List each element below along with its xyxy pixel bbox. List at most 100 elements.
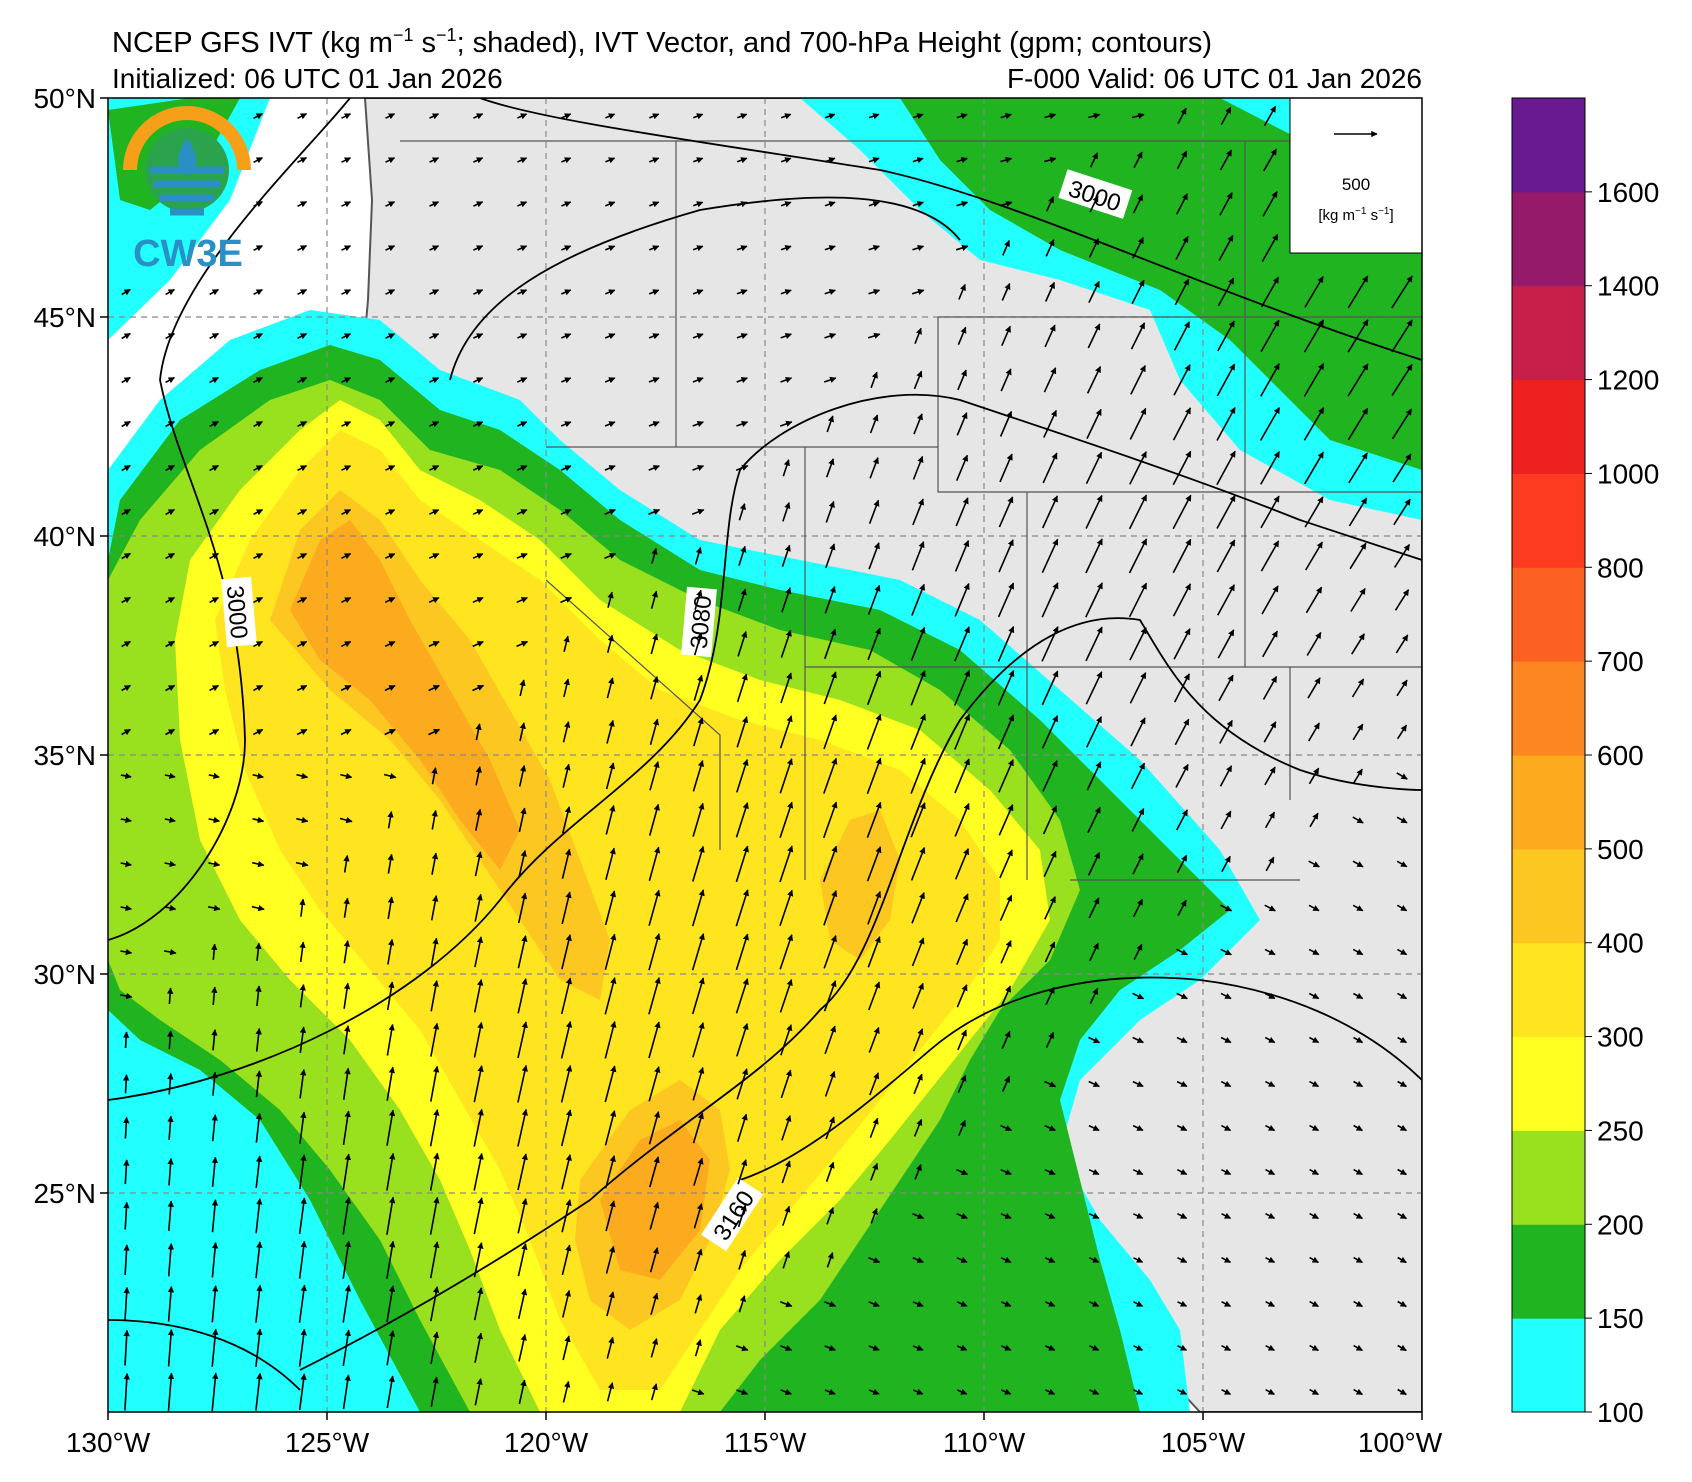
valid-time: F-000 Valid: 06 UTC 01 Jan 2026: [1007, 63, 1422, 94]
ivt-vector-arrow: [1352, 904, 1364, 912]
ivt-vector-arrow: [648, 1021, 661, 1059]
ivt-vector-arrow: [1088, 1256, 1100, 1263]
ivt-vector-arrow: [165, 640, 175, 648]
ivt-vector-arrow: [123, 1286, 130, 1321]
ivt-vector-arrow: [341, 377, 352, 384]
ivt-vector-arrow: [1265, 1256, 1276, 1264]
ivt-vector-arrow: [1263, 148, 1277, 172]
ivt-vector-arrow: [1352, 860, 1364, 868]
ivt-vector-arrow: [297, 596, 308, 604]
ivt-vector-arrow: [1177, 1256, 1188, 1264]
ivt-vector-arrow: [341, 465, 352, 472]
ivt-vector-arrow: [1086, 408, 1102, 439]
ivt-vector-arrow: [208, 772, 220, 780]
ivt-vector-arrow: [1085, 626, 1103, 662]
ivt-vector-arrow: [649, 113, 660, 120]
ivt-vector-arrow: [648, 508, 661, 515]
ivt-vector-arrow: [299, 1068, 307, 1099]
ivt-vector-arrow: [519, 679, 526, 697]
ivt-vector-arrow: [781, 1160, 791, 1184]
ivt-vector-arrow: [998, 804, 1014, 836]
ivt-vector-arrow: [253, 112, 263, 120]
ivt-vector-arrow: [255, 1070, 263, 1098]
ivt-vector-arrow: [1173, 673, 1191, 703]
ivt-vector-arrow: [384, 596, 396, 604]
ivt-vector-arrow: [1394, 589, 1410, 611]
ivt-vector-arrow: [123, 1201, 130, 1230]
ivt-vector-arrow: [255, 1112, 263, 1143]
ivt-vector-arrow: [1351, 678, 1365, 698]
ivt-vector-arrow: [1085, 494, 1103, 529]
colorbar-swatch: [1512, 1318, 1585, 1413]
ivt-vector-arrow: [1001, 325, 1011, 347]
ivt-vector-arrow: [914, 327, 922, 344]
ivt-vector-arrow: [1088, 1168, 1100, 1176]
ivt-vector-arrow: [736, 1022, 749, 1057]
ivt-vector-arrow: [998, 496, 1014, 528]
ivt-vector-arrow: [298, 1284, 307, 1323]
ivt-vector-arrow: [1397, 1124, 1407, 1132]
ivt-vector-arrow: [736, 716, 749, 748]
ivt-vector-arrow: [1261, 585, 1279, 615]
ivt-vector-arrow: [167, 1285, 175, 1322]
ivt-vector-arrow: [560, 553, 572, 559]
ivt-vector-arrow: [1173, 364, 1191, 396]
ivt-vector-arrow: [826, 1252, 834, 1268]
ivt-vector-arrow: [561, 1154, 572, 1190]
ivt-vector-arrow: [561, 934, 572, 970]
ivt-vector-arrow: [120, 904, 133, 912]
ivt-vector-arrow: [121, 288, 131, 296]
ivt-vector-arrow: [1220, 948, 1232, 956]
ivt-vector-arrow: [164, 816, 176, 824]
ivt-vector-arrow: [299, 1111, 307, 1144]
ivt-vector-arrow: [1217, 277, 1235, 307]
colorbar-label: 400: [1597, 928, 1644, 959]
ivt-vector-arrow: [910, 713, 926, 750]
ivt-vector-arrow: [122, 1031, 130, 1049]
ivt-vector-arrow: [912, 1388, 924, 1395]
ivt-vector-arrow: [736, 377, 748, 384]
ivt-vector-arrow: [385, 421, 396, 428]
colorbar-swatch: [1512, 473, 1585, 568]
ivt-vector-arrow: [956, 1256, 968, 1263]
ivt-vector-arrow: [562, 721, 571, 743]
ivt-vector-arrow: [516, 377, 528, 384]
ivt-vector-arrow: [1259, 406, 1281, 441]
ivt-vector-arrow: [1221, 1168, 1232, 1176]
ivt-vector-arrow: [1177, 899, 1187, 917]
ivt-vector-arrow: [517, 245, 528, 252]
ivt-vector-arrow: [1347, 319, 1369, 353]
ivt-vector-arrow: [1175, 763, 1189, 788]
ivt-vector-arrow: [428, 640, 440, 648]
ivt-vector-arrow: [123, 1159, 130, 1185]
colorbar-label: 600: [1597, 740, 1644, 771]
ivt-vector-arrow: [1309, 1124, 1320, 1132]
ivt-vector-arrow: [296, 816, 309, 824]
ivt-vector-arrow: [473, 289, 484, 296]
colorbar-swatch: [1512, 379, 1585, 474]
ivt-vector-arrow: [1216, 584, 1236, 616]
ivt-vector-arrow: [341, 421, 352, 428]
ivt-vector-arrow: [910, 802, 926, 838]
ivt-vector-arrow: [735, 889, 750, 927]
ivt-vector-arrow: [823, 376, 837, 383]
ivt-500-south: [600, 1120, 710, 1280]
ivt-vector-arrow: [1353, 1080, 1364, 1088]
ivt-vector-arrow: [824, 245, 836, 252]
ivt-vector-arrow: [163, 948, 177, 956]
ivt-vector-arrow: [209, 508, 219, 516]
ivt-vector-arrow: [650, 633, 659, 655]
ivt-vector-arrow: [255, 985, 262, 1007]
ivt-vector-arrow: [475, 766, 482, 786]
ivt-vector-arrow: [429, 1109, 440, 1147]
ivt-vector-arrow: [296, 684, 308, 692]
ivt-vector-arrow: [956, 1168, 969, 1176]
ivt-vector-arrow: [692, 333, 704, 340]
ivt-vector-arrow: [1177, 107, 1187, 125]
ivt-vector-arrow: [1309, 812, 1319, 828]
ivt-vector-arrow: [1391, 319, 1413, 353]
ivt-vector-arrow: [342, 1110, 351, 1146]
ivt-vector-arrow: [255, 1198, 263, 1234]
ivt-vector-arrow: [999, 410, 1013, 437]
ivt-vector-arrow: [519, 722, 526, 742]
